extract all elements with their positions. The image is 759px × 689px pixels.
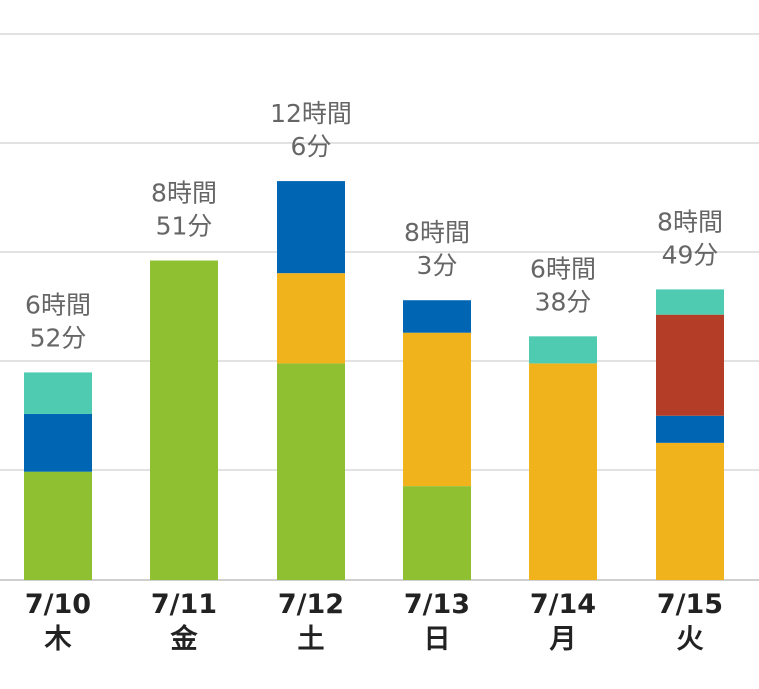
x-tick-weekday: 火 xyxy=(677,624,704,655)
bar-segment xyxy=(403,300,471,333)
bar-segment xyxy=(656,314,724,416)
total-label-minutes: 38分 xyxy=(535,287,592,316)
total-label-minutes: 3分 xyxy=(417,251,458,280)
x-tick-date: 7/15 xyxy=(657,589,723,620)
bar-segment xyxy=(656,442,724,580)
bar-segment xyxy=(529,363,597,580)
x-tick-date: 7/11 xyxy=(151,589,217,620)
bar-segment xyxy=(24,413,92,472)
bar-segment xyxy=(403,486,471,580)
x-tick-date: 7/10 xyxy=(25,589,91,620)
bar-segment xyxy=(277,273,345,364)
bar-segment xyxy=(529,336,597,364)
x-tick-date: 7/13 xyxy=(404,589,470,620)
x-tick-date: 7/12 xyxy=(278,589,344,620)
bar-segment xyxy=(24,372,92,414)
bar-segment xyxy=(277,181,345,274)
bar-segment xyxy=(150,260,218,580)
total-label-minutes: 52分 xyxy=(30,323,87,352)
total-label-minutes: 49分 xyxy=(662,240,719,269)
x-tick-weekday: 日 xyxy=(424,624,451,655)
x-tick-labels: 7/10 木 7/11金 7/12 土 7/13 日 7/14 月 7/15 火 xyxy=(25,589,723,655)
total-label-hours: 8時間 xyxy=(151,179,217,208)
total-label-hours: 8時間 xyxy=(404,218,470,247)
total-label-hours: 6時間 xyxy=(530,254,596,283)
x-tick-weekday: 金 xyxy=(170,623,199,655)
total-label-minutes: 51分 xyxy=(156,212,213,241)
bar-segment xyxy=(403,332,471,487)
gridlines xyxy=(0,33,759,581)
bar-segment xyxy=(656,415,724,443)
x-tick-weekday: 土 xyxy=(298,624,325,655)
bar-segment xyxy=(656,289,724,315)
x-tick-date: 7/14 xyxy=(530,589,596,620)
total-label-hours: 8時間 xyxy=(657,207,723,236)
bar-segment xyxy=(24,471,92,580)
total-labels: 6時間 52分 8時間 51分 12時間 6分 8時間 3分 6時間 38分 8時間 49分 xyxy=(25,99,723,352)
total-label-hours: 6時間 xyxy=(25,290,91,319)
bars xyxy=(24,181,724,580)
x-tick-weekday: 木 xyxy=(44,624,72,655)
x-tick-weekday: 月 xyxy=(549,624,577,655)
total-label-hours: 12時間 xyxy=(270,99,352,128)
total-label-minutes: 6分 xyxy=(291,132,332,161)
bar-segment xyxy=(277,363,345,580)
